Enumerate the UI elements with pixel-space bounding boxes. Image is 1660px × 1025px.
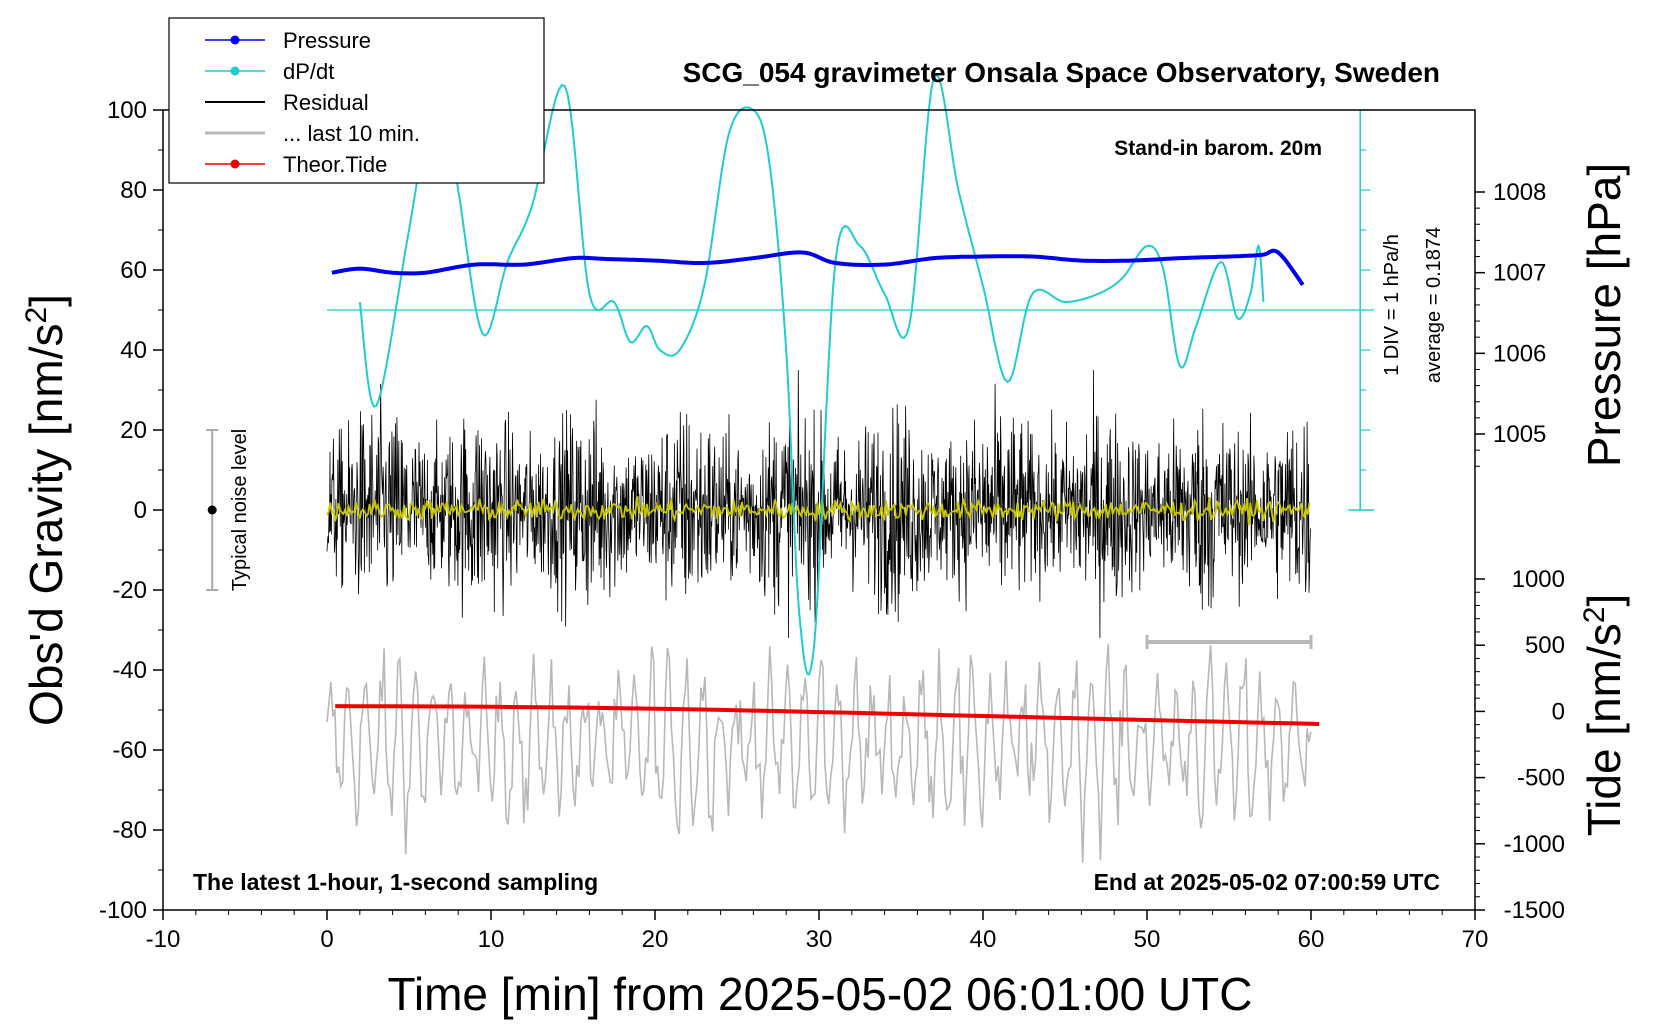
series-pressure-group bbox=[331, 248, 1305, 286]
pressure-tick-label: 1007 bbox=[1493, 260, 1546, 287]
stand-in-note: Stand-in barom. 20m bbox=[1114, 137, 1322, 160]
x-tick-label: 0 bbox=[320, 926, 333, 953]
x-tick-label: 10 bbox=[478, 926, 505, 953]
y-axis-label-left-main: Obs'd Gravity [nm/s bbox=[20, 324, 72, 726]
x-axis-label: Time [min] from 2025-05-02 06:01:00 UTC bbox=[388, 968, 1253, 1020]
noise-label: Typical noise level bbox=[229, 429, 251, 591]
y-tick-label: -20 bbox=[112, 577, 147, 604]
y-tick-label: 20 bbox=[120, 417, 147, 444]
y-tick-label: 80 bbox=[120, 177, 147, 204]
tide-tick-label: 500 bbox=[1525, 632, 1565, 659]
end-time-note: End at 2025-05-02 07:00:59 UTC bbox=[1094, 869, 1440, 895]
y-axis-label-tide-end: ] bbox=[1578, 594, 1630, 607]
legend: Pressure dP/dt Residual ... last 10 min. The… bbox=[168, 17, 545, 184]
legend-label: Residual bbox=[283, 90, 369, 115]
series-last10 bbox=[326, 644, 1312, 863]
series-tide-group bbox=[335, 704, 1320, 726]
y-axis-label-tide: Tide [nm/s2] bbox=[1578, 594, 1630, 837]
tide-tick-label: -1500 bbox=[1504, 897, 1565, 924]
y-axis-label-left-end: ] bbox=[20, 294, 72, 307]
pressure-tick-label: 1006 bbox=[1493, 340, 1546, 367]
chart-title: SCG_054 gravimeter Onsala Space Observat… bbox=[683, 57, 1440, 88]
tide-tick-labels: 1000 500 0 -500 -1000 -1500 bbox=[1504, 566, 1565, 924]
pressure-tick-label: 1005 bbox=[1493, 421, 1546, 448]
series-tide bbox=[335, 704, 1320, 726]
tide-tick-label: 0 bbox=[1552, 698, 1565, 725]
y-tick-labels: 100 80 60 40 20 0 -20 -40 -60 -80 -100 bbox=[99, 97, 147, 924]
series-dpdt-group bbox=[358, 68, 1265, 676]
y-axis-label-left-sup: 2 bbox=[20, 307, 53, 324]
x-tick-label: 40 bbox=[970, 926, 997, 953]
average-label: average = 0.1874 bbox=[1423, 227, 1445, 383]
pressure-tick-labels: 1008 1007 1006 1005 bbox=[1493, 179, 1546, 448]
x-tick-label: 50 bbox=[1134, 926, 1161, 953]
last10-marker-group bbox=[1145, 635, 1313, 649]
x-tick-label: 30 bbox=[806, 926, 833, 953]
tide-tick-label: 1000 bbox=[1512, 566, 1565, 593]
series-residual bbox=[326, 369, 1311, 639]
series-residual-group bbox=[326, 369, 1311, 639]
legend-box bbox=[168, 17, 545, 184]
plot-frame bbox=[162, 109, 1476, 911]
axis-ticks bbox=[153, 109, 1485, 920]
y-axis-label-tide-main: Tide [nm/s bbox=[1578, 623, 1630, 836]
legend-swatch-dot bbox=[230, 66, 240, 76]
tide-tick-label: -500 bbox=[1517, 765, 1565, 792]
y-axis-label-left: Obs'd Gravity [nm/s2] bbox=[20, 294, 72, 726]
legend-label: Pressure bbox=[283, 28, 371, 53]
series-smoothed-residual-group bbox=[326, 496, 1311, 526]
x-tick-label: -10 bbox=[146, 926, 181, 953]
legend-label: ... last 10 min. bbox=[283, 121, 420, 146]
div-label: 1 DIV = 1 hPa/h bbox=[1381, 234, 1403, 376]
y-tick-label: 0 bbox=[134, 497, 147, 524]
sampling-note: The latest 1-hour, 1-second sampling bbox=[193, 869, 598, 895]
y-axis-label-pressure: Pressure [hPa] bbox=[1578, 163, 1630, 467]
y-tick-label: -80 bbox=[112, 817, 147, 844]
legend-label: Theor.Tide bbox=[283, 152, 387, 177]
y-tick-label: 100 bbox=[107, 97, 147, 124]
y-tick-label: -100 bbox=[99, 897, 147, 924]
x-tick-labels: -10 0 10 20 30 40 50 60 70 bbox=[146, 926, 1489, 953]
y-axis-label-tide-sup: 2 bbox=[1578, 607, 1611, 624]
tide-tick-label: -1000 bbox=[1504, 831, 1565, 858]
series-smoothed-residual bbox=[326, 496, 1311, 526]
y-tick-label: -60 bbox=[112, 737, 147, 764]
x-tick-label: 60 bbox=[1298, 926, 1325, 953]
noise-bar-dot bbox=[207, 505, 217, 515]
noise-bar-group bbox=[206, 429, 219, 591]
series-pressure bbox=[331, 248, 1305, 286]
series-dpdt bbox=[358, 68, 1265, 676]
legend-label: dP/dt bbox=[283, 59, 334, 84]
x-tick-label: 20 bbox=[642, 926, 669, 953]
y-tick-label: 60 bbox=[120, 257, 147, 284]
series-last10-group bbox=[326, 644, 1312, 863]
legend-swatch-dot bbox=[230, 159, 240, 169]
x-tick-label: 70 bbox=[1462, 926, 1489, 953]
legend-swatch-dot bbox=[230, 35, 240, 45]
y-tick-label: 40 bbox=[120, 337, 147, 364]
y-tick-label: -40 bbox=[112, 657, 147, 684]
pressure-tick-label: 1008 bbox=[1493, 179, 1546, 206]
